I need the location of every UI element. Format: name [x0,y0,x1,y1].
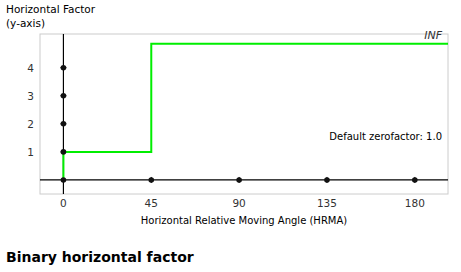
x-tick-label: 135 [317,197,337,209]
dot [236,177,242,183]
x-tick-label: 45 [145,197,158,209]
dot [324,177,330,183]
x-tick-label: 180 [405,197,425,209]
x-tick-label: 0 [60,197,67,209]
step-line [63,44,448,180]
title: Binary horizontal factor [6,249,194,265]
plot-frame [40,34,448,194]
dot [61,93,67,99]
y-tick-label: 4 [27,62,34,74]
x-axis [40,179,448,180]
x-tick-label: 90 [232,197,245,209]
dot [61,149,67,155]
dot [61,121,67,127]
chart: 0 45 90 135 180 1 2 3 4 INF Default zerofactor: 1.… [0,0,461,272]
y-label: (y-axis) [6,17,45,29]
annotation: Default zerofactor: 1.0 [329,131,442,142]
plot-area [61,44,448,183]
y-tick-label: 2 [27,118,34,130]
annotation: INF [424,29,442,42]
dot [61,65,67,71]
dot [148,177,154,183]
x-label: Horizontal Relative Moving Angle (HRMA) [141,215,348,226]
dot [412,177,418,183]
y-label: Horizontal Factor [6,3,96,15]
dot [61,177,67,183]
y-tick-label: 1 [27,146,34,158]
y-tick-label: 3 [27,90,34,102]
